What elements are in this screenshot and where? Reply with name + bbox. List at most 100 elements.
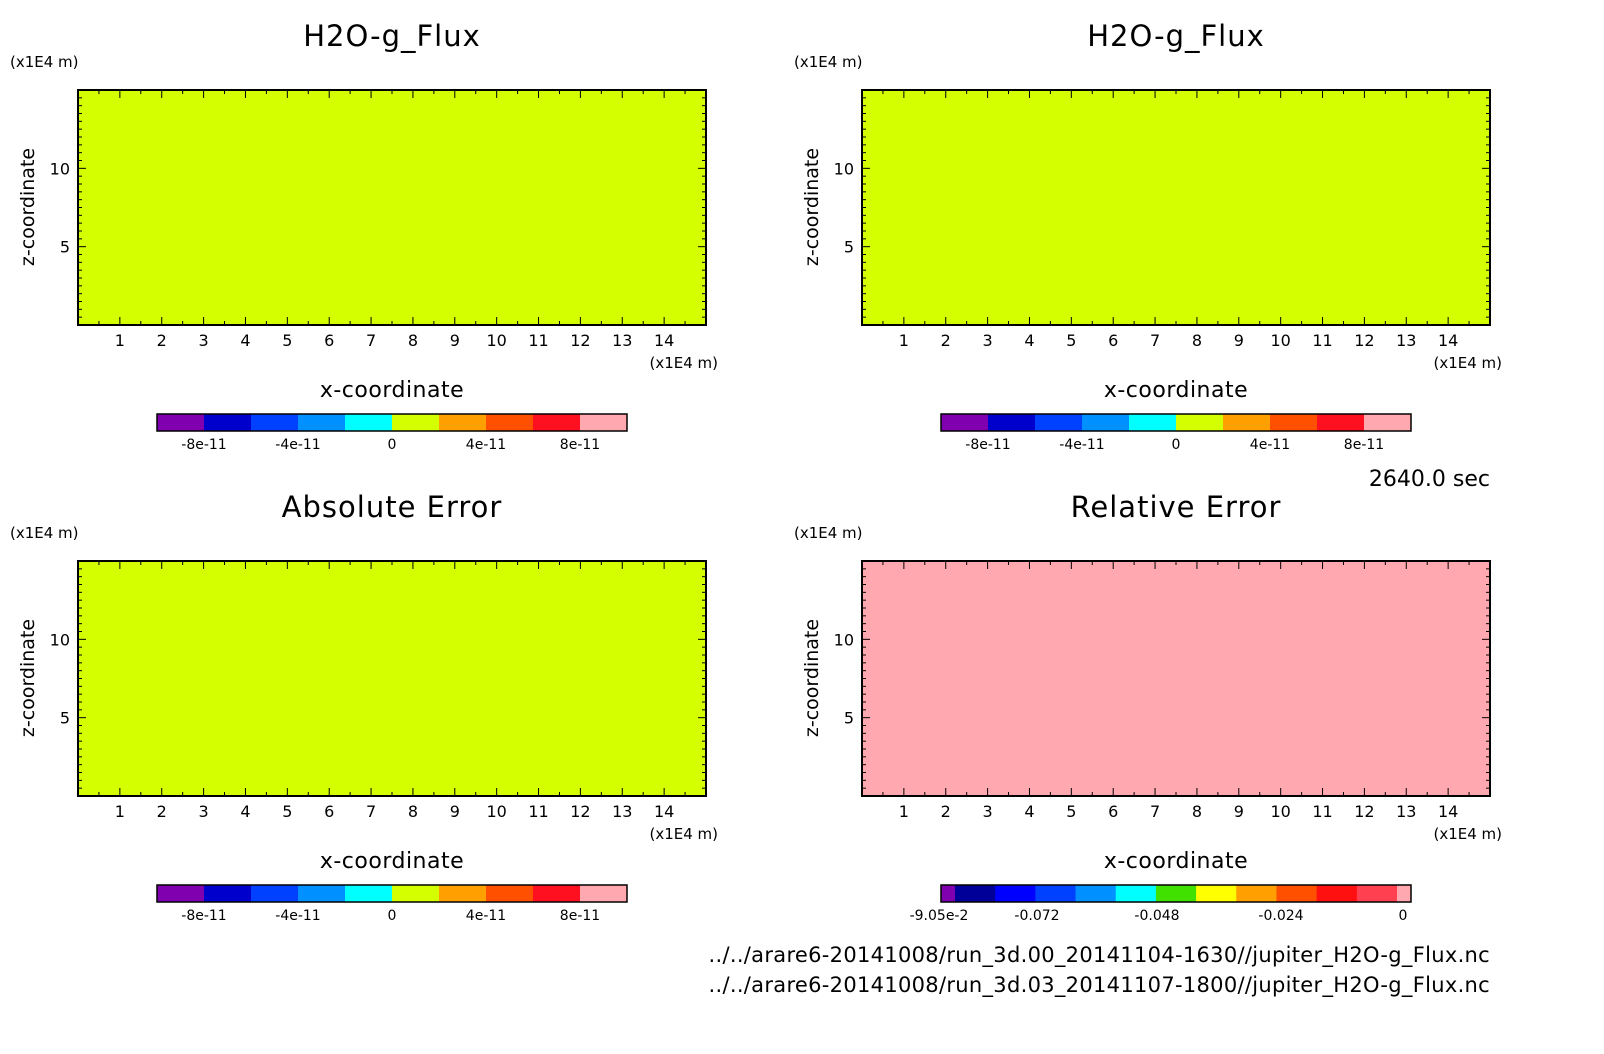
x-tick-label: 7 xyxy=(366,802,376,821)
colorbar-segment xyxy=(1196,885,1237,902)
colorbar-segment xyxy=(251,414,299,431)
x-tick-label: 1 xyxy=(115,331,125,350)
x-tick-label: 2 xyxy=(157,331,167,350)
colorbar-segment xyxy=(1356,885,1398,902)
x-axis-title: x-coordinate xyxy=(320,378,464,403)
y-tick-label: 10 xyxy=(50,159,70,178)
colorbar-label: 0 xyxy=(388,437,397,453)
colorbar-label: 8e-11 xyxy=(1344,437,1384,453)
x-tick-label: 9 xyxy=(1234,802,1244,821)
x-tick-label: 8 xyxy=(1192,802,1202,821)
x-tick-label: 5 xyxy=(1066,802,1076,821)
colorbar-segment xyxy=(392,414,440,431)
colorbar-segment xyxy=(533,414,581,431)
x-tick-label: 5 xyxy=(282,331,292,350)
field-fill xyxy=(862,561,1490,796)
x-tick-label: 2 xyxy=(941,331,951,350)
x-tick-label: 7 xyxy=(1150,331,1160,350)
colorbar-segment xyxy=(1035,885,1077,902)
colorbar-segment xyxy=(988,414,1036,431)
x-tick-label: 3 xyxy=(983,802,993,821)
colorbar-label: 4e-11 xyxy=(466,908,506,924)
x-tick-label: 9 xyxy=(1234,331,1244,350)
x-tick-label: 14 xyxy=(1438,331,1458,350)
x-tick-label: 3 xyxy=(199,331,209,350)
x-tick-label: 13 xyxy=(1396,331,1416,350)
y-unit-label: (x1E4 m) xyxy=(10,53,79,71)
chart-title: Absolute Error xyxy=(282,490,503,524)
chart-panel-2: H2O-g_Flux(x1E4 m)1 2 3 4 5 6 7 8 9 10 11 12 13 14510… xyxy=(794,19,1502,453)
file-path-label: ../../arare6-20141008/run_3d.00_20141104… xyxy=(709,943,1490,968)
colorbar-label: 4e-11 xyxy=(466,437,506,453)
x-tick-label: 13 xyxy=(1396,802,1416,821)
x-tick-label: 8 xyxy=(408,802,418,821)
colorbar-label: 0 xyxy=(1399,908,1408,924)
x-tick-label: 8 xyxy=(1192,331,1202,350)
time-label: 2640.0 sec xyxy=(1369,467,1490,492)
colorbar-frame xyxy=(940,413,1412,432)
colorbar-segment xyxy=(1364,414,1412,431)
x-tick-label: 13 xyxy=(612,331,632,350)
colorbar-segment xyxy=(392,885,440,902)
x-tick-label: 7 xyxy=(1150,802,1160,821)
x-tick-label: 6 xyxy=(324,331,334,350)
x-tick-label: 1 xyxy=(899,331,909,350)
x-tick-label: 11 xyxy=(528,802,548,821)
colorbar-segment xyxy=(1270,414,1318,431)
field-fill xyxy=(78,90,706,325)
colorbar-segment xyxy=(1397,885,1412,902)
x-unit-label: (x1E4 m) xyxy=(649,825,718,843)
x-tick-label: 13 xyxy=(612,802,632,821)
colorbar-segment xyxy=(955,885,996,902)
colorbar-label: -4e-11 xyxy=(275,437,320,453)
x-tick-label: 10 xyxy=(1270,802,1290,821)
y-axis-title: z-coordinate xyxy=(801,148,823,266)
x-tick-label: 4 xyxy=(240,331,250,350)
colorbar-label: 8e-11 xyxy=(560,437,600,453)
colorbar-label: -0.072 xyxy=(1014,908,1059,924)
x-tick-label: 12 xyxy=(570,802,590,821)
colorbar-segment xyxy=(157,414,205,431)
x-tick-label: 5 xyxy=(1066,331,1076,350)
x-tick-label: 10 xyxy=(1270,331,1290,350)
plot-frame xyxy=(861,89,1491,326)
x-tick-label: 10 xyxy=(486,331,506,350)
colorbar-label: 4e-11 xyxy=(1250,437,1290,453)
y-tick-label: 5 xyxy=(60,238,70,257)
colorbar-segment xyxy=(439,414,487,431)
field-fill xyxy=(78,561,706,796)
y-axis-title: z-coordinate xyxy=(801,619,823,737)
colorbar-segment xyxy=(1316,885,1358,902)
x-tick-label: 11 xyxy=(1312,331,1332,350)
chart-title: H2O-g_Flux xyxy=(1087,19,1265,53)
x-tick-label: 1 xyxy=(899,802,909,821)
x-tick-label: 12 xyxy=(1354,331,1374,350)
x-tick-label: 3 xyxy=(983,331,993,350)
colorbar-segment xyxy=(580,885,628,902)
x-unit-label: (x1E4 m) xyxy=(1433,825,1502,843)
x-tick-label: 14 xyxy=(654,331,674,350)
y-tick-label: 10 xyxy=(834,630,854,649)
colorbar-label: -9.05e-2 xyxy=(910,908,969,924)
x-tick-label: 7 xyxy=(366,331,376,350)
colorbar-label: -8e-11 xyxy=(181,908,226,924)
colorbar-segment xyxy=(204,414,252,431)
colorbar-segment xyxy=(1223,414,1271,431)
colorbar-label: -0.048 xyxy=(1134,908,1179,924)
colorbar-segment xyxy=(1317,414,1365,431)
x-tick-label: 4 xyxy=(1024,331,1034,350)
y-axis-title: z-coordinate xyxy=(17,619,39,737)
colorbar-segment xyxy=(533,885,581,902)
x-axis-title: x-coordinate xyxy=(1104,849,1248,874)
x-tick-label: 1 xyxy=(115,802,125,821)
colorbar-segment xyxy=(251,885,299,902)
colorbar-segment xyxy=(298,885,346,902)
x-tick-label: 11 xyxy=(528,331,548,350)
x-tick-label: 6 xyxy=(324,802,334,821)
chart-title: Relative Error xyxy=(1071,490,1282,524)
colorbar-label: -4e-11 xyxy=(275,908,320,924)
x-tick-label: 9 xyxy=(450,802,460,821)
x-tick-label: 4 xyxy=(240,802,250,821)
colorbar-frame xyxy=(156,413,628,432)
